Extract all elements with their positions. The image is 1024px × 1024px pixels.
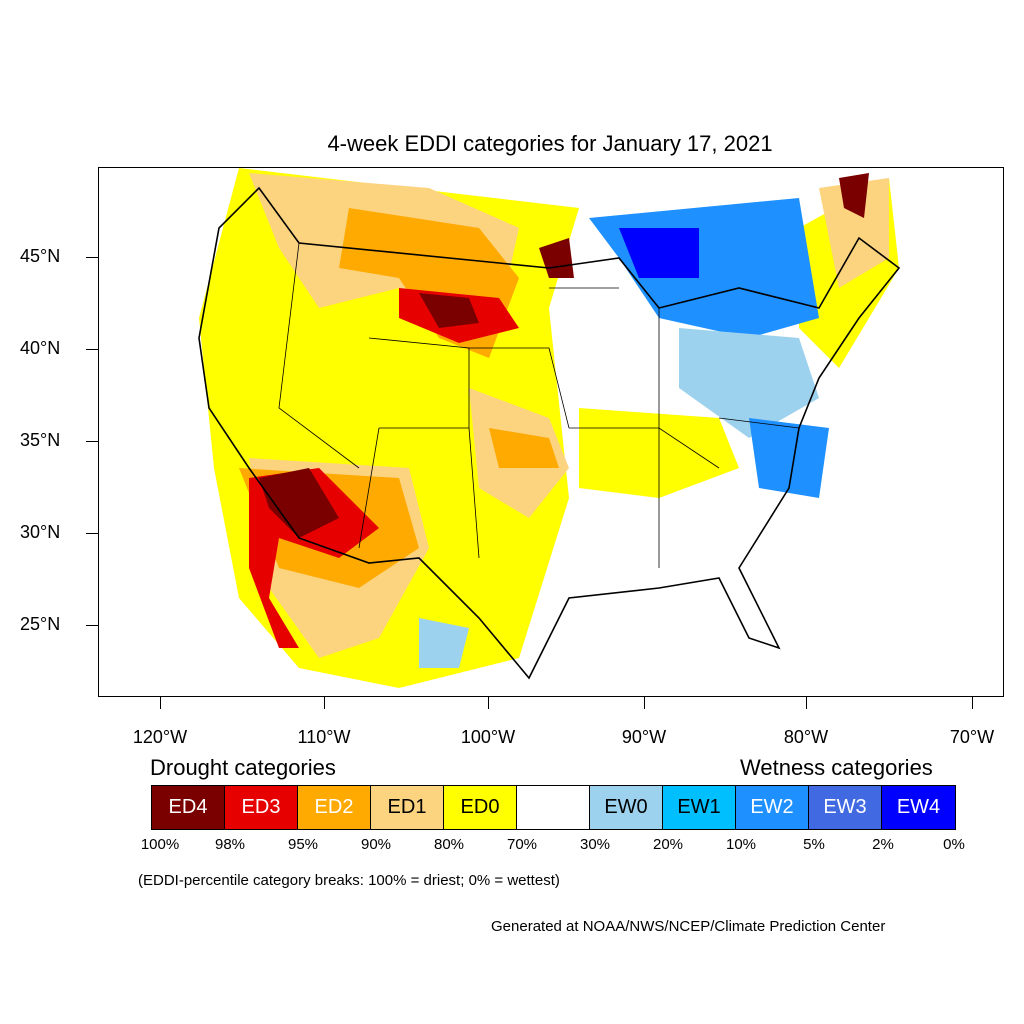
percentile-label: 5%	[803, 836, 825, 853]
lat-label-35n: 35°N	[20, 430, 61, 450]
legend-cell-ew4: EW4	[882, 786, 955, 829]
lat-label-25n: 25°N	[20, 614, 61, 634]
lon-label-120w: 120°W	[132, 727, 188, 747]
ew0-region-mexico	[419, 618, 469, 668]
category-breaks-note: (EDDI-percentile category breaks: 100% =…	[138, 872, 560, 889]
lat-tick-35n	[86, 441, 98, 442]
legend-cell-ew1: EW1	[663, 786, 736, 829]
legend-cell-ew3: EW3	[809, 786, 882, 829]
ew2-region-carolinas	[749, 418, 829, 498]
ed4-region-quebec	[839, 173, 869, 218]
legend-cell-ew2: EW2	[736, 786, 809, 829]
percentile-label: 98%	[214, 836, 246, 853]
lat-tick-25n	[86, 625, 98, 626]
percentile-label: 30%	[579, 836, 611, 853]
percentile-label: 95%	[287, 836, 319, 853]
ed4-region-arizona	[259, 468, 339, 538]
lon-tick-80w	[806, 697, 807, 709]
percentile-label: 20%	[652, 836, 684, 853]
lon-tick-70w	[972, 697, 973, 709]
lon-tick-120w	[160, 697, 161, 709]
percentile-label: 80%	[433, 836, 465, 853]
lon-label-90w: 90°W	[621, 727, 667, 747]
ed1-region-maine	[819, 178, 889, 288]
category-legend: ED4 ED3 ED2 ED1 ED0 EW0 EW1 EW2 EW3 EW4	[151, 785, 956, 830]
map-title: 4-week EDDI categories for January 17, 2…	[327, 131, 773, 156]
lat-label-40n: 40°N	[20, 338, 61, 358]
legend-cell-ed4: ED4	[152, 786, 225, 829]
percentile-label: 90%	[360, 836, 392, 853]
ed4-region-dakotas	[419, 293, 479, 328]
eddi-map-canvas	[198, 168, 939, 696]
ew4-region-superior	[619, 228, 699, 278]
lon-label-70w: 70°W	[949, 727, 995, 747]
legend-cell-ed2: ED2	[298, 786, 371, 829]
credit-line: Generated at NOAA/NWS/NCEP/Climate Predi…	[491, 918, 886, 935]
lat-tick-45n	[86, 257, 98, 258]
lon-tick-90w	[644, 697, 645, 709]
state-boundaries	[278, 242, 800, 568]
percentile-label: 0%	[943, 836, 965, 853]
lon-label-100w: 100°W	[460, 727, 516, 747]
lon-tick-110w	[324, 697, 325, 709]
legend-cell-normal	[517, 786, 590, 829]
wetness-heading: Wetness categories	[740, 755, 933, 780]
percentile-label: 70%	[506, 836, 538, 853]
lon-label-110w: 110°W	[297, 727, 351, 747]
lon-tick-100w	[488, 697, 489, 709]
legend-cell-ed0: ED0	[444, 786, 517, 829]
legend-cell-ew0: EW0	[590, 786, 663, 829]
legend-cell-ed3: ED3	[225, 786, 298, 829]
lat-label-45n: 45°N	[20, 246, 61, 266]
ed2-region-kansas	[489, 428, 559, 468]
drought-heading: Drought categories	[150, 755, 336, 780]
us-outline	[198, 186, 901, 680]
lon-label-80w: 80°W	[783, 727, 829, 747]
percentile-label: 100%	[140, 836, 180, 853]
ew0-region-appalachia	[679, 328, 819, 438]
percentile-label: 10%	[725, 836, 757, 853]
legend-cell-ed1: ED1	[371, 786, 444, 829]
lat-label-30n: 30°N	[20, 522, 61, 542]
lat-tick-40n	[86, 349, 98, 350]
eddi-map	[98, 167, 1004, 697]
lat-tick-30n	[86, 533, 98, 534]
percentile-label: 2%	[872, 836, 894, 853]
